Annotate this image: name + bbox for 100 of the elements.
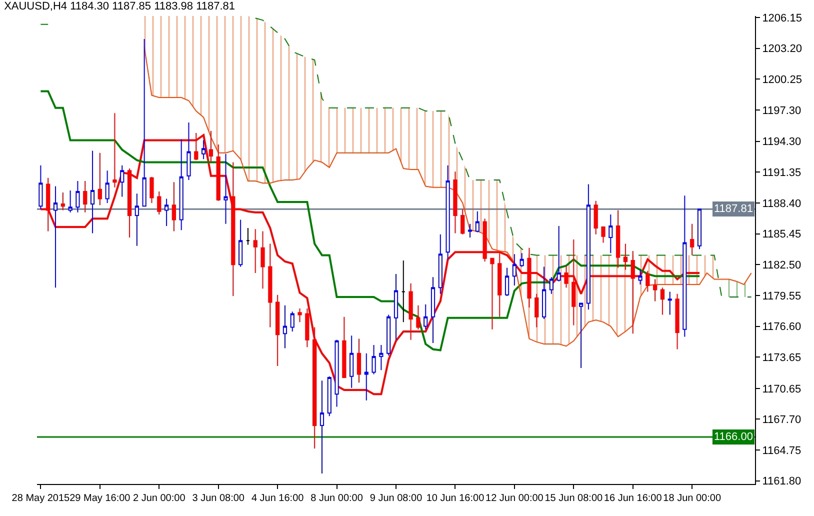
- candlestick: [453, 171, 458, 234]
- candlestick: [164, 198, 169, 226]
- candlestick: [646, 270, 650, 292]
- candlestick: [460, 208, 465, 235]
- candlestick: [379, 344, 384, 371]
- candlestick: [424, 304, 428, 330]
- candlestick: [564, 265, 568, 288]
- candlestick: [120, 164, 124, 198]
- x-tick-label: 28 May 2015: [12, 493, 70, 504]
- candlestick: [630, 250, 635, 334]
- candlestick: [542, 266, 546, 320]
- candlestick: [601, 226, 606, 244]
- y-tick-label: 1188.40: [762, 198, 802, 210]
- y-tick-label: 1191.35: [762, 167, 802, 180]
- candlestick: [134, 193, 139, 246]
- candlestick: [556, 225, 561, 282]
- candlestick: [594, 200, 598, 235]
- candlestick: [527, 247, 532, 308]
- candlestick: [416, 304, 420, 330]
- y-tick-label: 1197.30: [762, 104, 802, 117]
- candlestick: [520, 252, 524, 268]
- candlestick: [616, 210, 620, 268]
- candlestick: [498, 252, 502, 318]
- x-tick-label: 15 Jun 08:00: [544, 493, 603, 504]
- candlestick: [327, 376, 332, 417]
- candlestick: [216, 144, 220, 202]
- candlestick: [350, 335, 354, 388]
- candlestick: [201, 140, 206, 160]
- candlestick: [675, 293, 680, 350]
- ref-line-label: 1166.00: [714, 431, 753, 443]
- y-tick-label: 1167.70: [762, 414, 802, 426]
- candlestick: [446, 164, 450, 260]
- candlestick: [68, 190, 72, 213]
- candlestick: [408, 282, 413, 340]
- candlestick: [150, 176, 154, 204]
- y-tick-label: 1164.75: [762, 444, 802, 457]
- x-tick-label: 2 Jun 00:00: [132, 493, 186, 504]
- candlestick: [142, 38, 146, 207]
- candlestick: [157, 191, 162, 215]
- candlestick: [504, 267, 510, 296]
- candlestick: [586, 184, 591, 310]
- x-tick-label: 29 May 16:00: [70, 493, 131, 504]
- x-tick-label: 18 Jun 00:00: [663, 493, 722, 504]
- candlestick: [653, 278, 658, 302]
- candlestick: [90, 150, 95, 234]
- candlestick: [623, 243, 628, 270]
- candlestick: [298, 308, 302, 323]
- candlestick: [260, 230, 265, 290]
- y-tick-label: 1173.65: [762, 352, 802, 364]
- candlestick: [320, 380, 324, 474]
- candlestick: [282, 304, 288, 349]
- candlestick: [394, 274, 398, 340]
- candlestick: [660, 287, 665, 316]
- candlestick: [105, 170, 110, 204]
- candlestick: [364, 352, 368, 401]
- candlestick: [268, 243, 272, 328]
- candlestick: [682, 195, 687, 338]
- candlestick: [38, 164, 43, 210]
- candlestick: [579, 302, 584, 369]
- x-tick-label: 3 Jun 08:00: [192, 493, 245, 504]
- y-tick-label: 1203.20: [762, 43, 802, 56]
- candlestick: [60, 192, 65, 211]
- candlestick: [512, 254, 516, 286]
- candlestick: [356, 338, 362, 384]
- x-tick-label: 9 Jun 08:00: [370, 493, 423, 504]
- candlestick: [334, 339, 339, 408]
- candlestick: [430, 276, 436, 344]
- candlestick: [549, 276, 554, 294]
- candlestick: [76, 180, 80, 213]
- ref-line-label: 1187.81: [714, 203, 753, 215]
- x-tick-label: 16 Jun 16:00: [604, 493, 662, 504]
- candlestick: [276, 294, 280, 366]
- candlestick: [238, 219, 243, 268]
- candlestick: [98, 152, 102, 206]
- candlestick: [53, 186, 58, 288]
- candlestick: [690, 223, 694, 256]
- candlestick: [608, 214, 613, 254]
- candlestick: [401, 260, 406, 323]
- candlestick: [697, 208, 702, 250]
- candlestick: [179, 138, 184, 231]
- candlestick: [372, 344, 376, 375]
- y-tick-label: 1170.65: [762, 383, 802, 396]
- candlestick: [224, 153, 228, 224]
- candlestick: [46, 177, 50, 232]
- x-tick-label: 10 Jun 16:00: [426, 493, 485, 504]
- x-tick-label: 8 Jun 00:00: [310, 493, 364, 504]
- candlestick: [186, 122, 191, 181]
- candlestick: [127, 168, 132, 238]
- y-tick-label: 1185.45: [762, 228, 802, 241]
- y-tick-label: 1182.50: [762, 259, 802, 272]
- chart-title: XAUUSD,H4 1184.30 1187.85 1183.98 1187.81: [4, 0, 236, 13]
- candlestick: [172, 182, 176, 232]
- candlestick: [231, 162, 236, 296]
- candlestick: [638, 269, 642, 285]
- y-tick-label: 1194.30: [762, 136, 802, 148]
- x-tick-label: 12 Jun 00:00: [486, 493, 544, 504]
- candlestick: [534, 293, 539, 328]
- y-tick-label: 1179.55: [762, 290, 802, 302]
- candlestick: [572, 239, 576, 326]
- candlestick: [438, 234, 442, 294]
